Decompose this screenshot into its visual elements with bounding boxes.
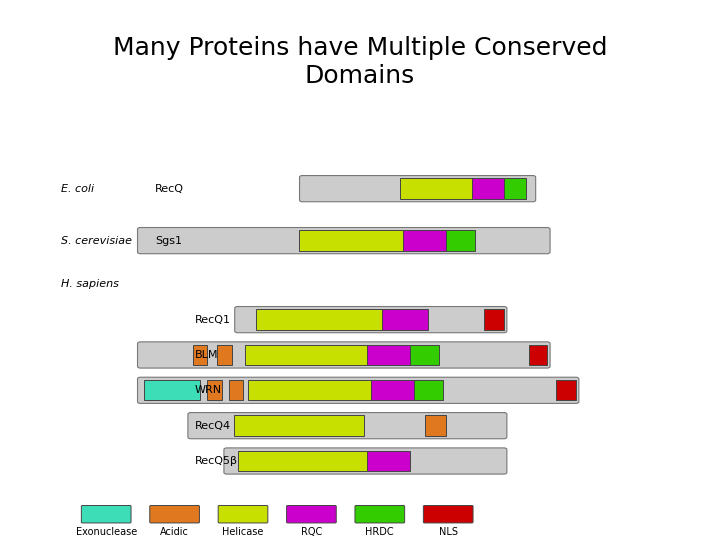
Bar [229, 380, 243, 401]
Bar [504, 178, 526, 199]
Text: RecQ4: RecQ4 [194, 421, 230, 431]
Bar [403, 231, 446, 251]
Bar [529, 345, 547, 365]
Text: WRN: WRN [194, 386, 222, 395]
Bar [414, 380, 443, 401]
Bar [371, 380, 414, 401]
Text: RecQ1: RecQ1 [194, 315, 230, 325]
FancyBboxPatch shape [224, 448, 507, 474]
Bar [234, 415, 364, 436]
FancyBboxPatch shape [138, 342, 550, 368]
Text: BLM: BLM [194, 350, 218, 360]
Bar [299, 231, 403, 251]
Bar [446, 231, 475, 251]
Bar [248, 380, 371, 401]
Bar [245, 345, 367, 365]
FancyBboxPatch shape [150, 505, 199, 523]
FancyBboxPatch shape [423, 505, 473, 523]
Bar [256, 309, 382, 330]
Text: S. cerevisiae: S. cerevisiae [61, 235, 132, 246]
FancyBboxPatch shape [81, 505, 131, 523]
FancyBboxPatch shape [188, 413, 507, 439]
FancyBboxPatch shape [218, 505, 268, 523]
Text: Helicase: Helicase [222, 527, 264, 537]
Text: Exonuclease: Exonuclease [76, 527, 137, 537]
FancyBboxPatch shape [235, 307, 507, 333]
Text: RecQ5β: RecQ5β [194, 456, 238, 466]
Bar [193, 345, 207, 365]
Text: Acidic: Acidic [160, 527, 189, 537]
Bar [472, 178, 504, 199]
Text: Many Proteins have Multiple Conserved
Domains: Many Proteins have Multiple Conserved Do… [113, 36, 607, 88]
Bar [238, 451, 367, 471]
Bar [382, 309, 428, 330]
Bar [144, 380, 200, 401]
Bar [400, 178, 472, 199]
Text: E. coli: E. coli [61, 184, 94, 194]
Bar [217, 345, 232, 365]
Bar [425, 415, 446, 436]
Bar [556, 380, 576, 401]
FancyBboxPatch shape [287, 505, 336, 523]
FancyBboxPatch shape [355, 505, 405, 523]
Text: RecQ: RecQ [155, 184, 184, 194]
Bar [484, 309, 504, 330]
Bar [410, 345, 439, 365]
FancyBboxPatch shape [138, 377, 579, 403]
Text: NLS: NLS [438, 527, 458, 537]
Text: HRDC: HRDC [366, 527, 394, 537]
Text: RQC: RQC [301, 527, 322, 537]
FancyBboxPatch shape [138, 227, 550, 254]
Bar [367, 345, 410, 365]
Bar [367, 451, 410, 471]
FancyBboxPatch shape [300, 176, 536, 202]
Bar [207, 380, 222, 401]
Text: Sgs1: Sgs1 [155, 235, 181, 246]
Text: H. sapiens: H. sapiens [61, 279, 119, 289]
